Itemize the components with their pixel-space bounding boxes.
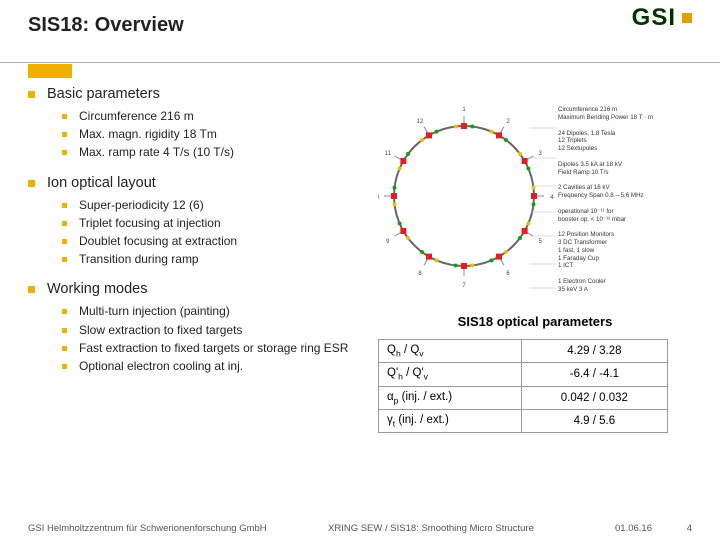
footer-left: GSI Helmholtzzentrum für Schwerionenfors…: [28, 523, 267, 534]
table-row: γt (inj. / ext.)4.9 / 5.6: [379, 409, 668, 432]
list-item: Fast extraction to fixed targets or stor…: [62, 340, 358, 356]
sub-bullet-icon: [62, 150, 67, 155]
list-item-text: Optional electron cooling at inj.: [79, 358, 243, 374]
svg-text:7: 7: [462, 283, 466, 289]
table-caption: SIS18 optical parameters: [378, 308, 692, 335]
sub-bullet-icon: [62, 221, 67, 226]
svg-text:5: 5: [539, 239, 543, 245]
table-cell-value: -6.4 / -4.1: [521, 363, 667, 386]
list-item-text: Super-periodicity 12 (6): [79, 197, 204, 213]
list-item: Multi-turn injection (painting): [62, 303, 358, 319]
table-cell-value: 4.29 / 3.28: [521, 340, 667, 363]
svg-text:11: 11: [385, 151, 392, 157]
list-item: Transition during ramp: [62, 251, 358, 267]
svg-text:6: 6: [506, 271, 510, 277]
svg-text:8: 8: [418, 271, 422, 277]
list-item-text: Transition during ramp: [79, 251, 199, 267]
list-item: Super-periodicity 12 (6): [62, 197, 358, 213]
logo-square-icon: [682, 13, 692, 23]
ring-note: 12 Position Monitors3 DC Transformer1 fa…: [558, 231, 653, 270]
ring-diagram: 123456789101112 Circumference 216 mMaxim…: [378, 78, 678, 308]
list-item-text: Max. magn. rigidity 18 Tm: [79, 126, 217, 142]
bullet-content: Basic parameters Circumference 216 m Max. …: [28, 86, 358, 388]
list-item-text: Circumference 216 m: [79, 108, 194, 124]
table-cell-label: αp (inj. / ext.): [379, 386, 522, 409]
list-item-text: Fast extraction to fixed targets or stor…: [79, 340, 348, 356]
ring-note: Circumference 216 mMaximum Bending Power…: [558, 106, 653, 122]
list-item: Max. ramp rate 4 T/s (10 T/s): [62, 144, 358, 160]
section-head: Basic parameters: [28, 86, 358, 102]
table-cell-label: Q'h / Q'v: [379, 363, 522, 386]
section-title: Working modes: [47, 281, 147, 297]
list-item: Circumference 216 m: [62, 108, 358, 124]
svg-text:10: 10: [378, 195, 380, 201]
table-row: Q'h / Q'v-6.4 / -4.1: [379, 363, 668, 386]
list-item: Doublet focusing at extraction: [62, 233, 358, 249]
ring-note: 24 Dipoles, 1.8 Tesla12 Triplets12 Sextu…: [558, 130, 653, 153]
footer-page: 4: [687, 523, 692, 534]
accent-bar: [28, 64, 72, 78]
sub-bullet-icon: [62, 203, 67, 208]
sub-bullet-icon: [62, 328, 67, 333]
list-item-text: Multi-turn injection (painting): [79, 303, 230, 319]
svg-text:1: 1: [462, 107, 466, 113]
sub-bullet-icon: [62, 132, 67, 137]
ring-note: 1 Electron Cooler35 keV 3 A: [558, 278, 653, 294]
svg-text:9: 9: [386, 239, 390, 245]
footer-date: 01.06.16: [615, 523, 652, 534]
svg-text:2: 2: [506, 119, 510, 125]
ring-annotations: Circumference 216 mMaximum Bending Power…: [558, 106, 653, 302]
svg-text:12: 12: [417, 119, 424, 125]
sub-bullet-icon: [62, 257, 67, 262]
list-item: Slow extraction to fixed targets: [62, 322, 358, 338]
ring-note: 2 Cavities at 16 kVFrequency Span 0.8 – …: [558, 184, 653, 200]
section-head: Ion optical layout: [28, 175, 358, 191]
sub-bullet-icon: [62, 346, 67, 351]
sub-bullet-icon: [62, 239, 67, 244]
sub-bullet-icon: [62, 309, 67, 314]
list-item-text: Max. ramp rate 4 T/s (10 T/s): [79, 144, 234, 160]
logo-text: GSI: [632, 4, 676, 32]
list-item: Triplet focusing at injection: [62, 215, 358, 231]
section-title: Basic parameters: [47, 86, 160, 102]
bullet-icon: [28, 91, 35, 98]
page-title: SIS18: Overview: [28, 14, 720, 37]
bullet-icon: [28, 180, 35, 187]
footer: GSI Helmholtzzentrum für Schwerionenfors…: [28, 523, 692, 534]
table-cell-label: Qh / Qv: [379, 340, 522, 363]
svg-text:4: 4: [550, 195, 554, 201]
ring-note: Dipoles 3.5 kA at 18 kVField Ramp 10 T/s: [558, 161, 653, 177]
section-head: Working modes: [28, 281, 358, 297]
section-title: Ion optical layout: [47, 175, 156, 191]
logo: GSI: [632, 4, 692, 32]
list-item: Max. magn. rigidity 18 Tm: [62, 126, 358, 142]
divider: [0, 62, 720, 63]
list-item-text: Doublet focusing at extraction: [79, 233, 237, 249]
footer-mid: XRING SEW / SIS18: Smoothing Micro Struc…: [328, 523, 534, 534]
table-cell-value: 4.9 / 5.6: [521, 409, 667, 432]
table-row: αp (inj. / ext.)0.042 / 0.032: [379, 386, 668, 409]
list-item: Optional electron cooling at inj.: [62, 358, 358, 374]
list-item-text: Slow extraction to fixed targets: [79, 322, 242, 338]
sub-bullet-icon: [62, 114, 67, 119]
table-cell-label: γt (inj. / ext.): [379, 409, 522, 432]
table-row: Qh / Qv4.29 / 3.28: [379, 340, 668, 363]
svg-text:3: 3: [539, 151, 543, 157]
ring-note: operational 10⁻¹¹ forbooster op. < 10⁻¹²…: [558, 208, 653, 224]
bullet-icon: [28, 286, 35, 293]
sub-bullet-icon: [62, 364, 67, 369]
optical-parameters-table: Qh / Qv4.29 / 3.28Q'h / Q'v-6.4 / -4.1αp…: [378, 339, 668, 433]
table-cell-value: 0.042 / 0.032: [521, 386, 667, 409]
list-item-text: Triplet focusing at injection: [79, 215, 221, 231]
